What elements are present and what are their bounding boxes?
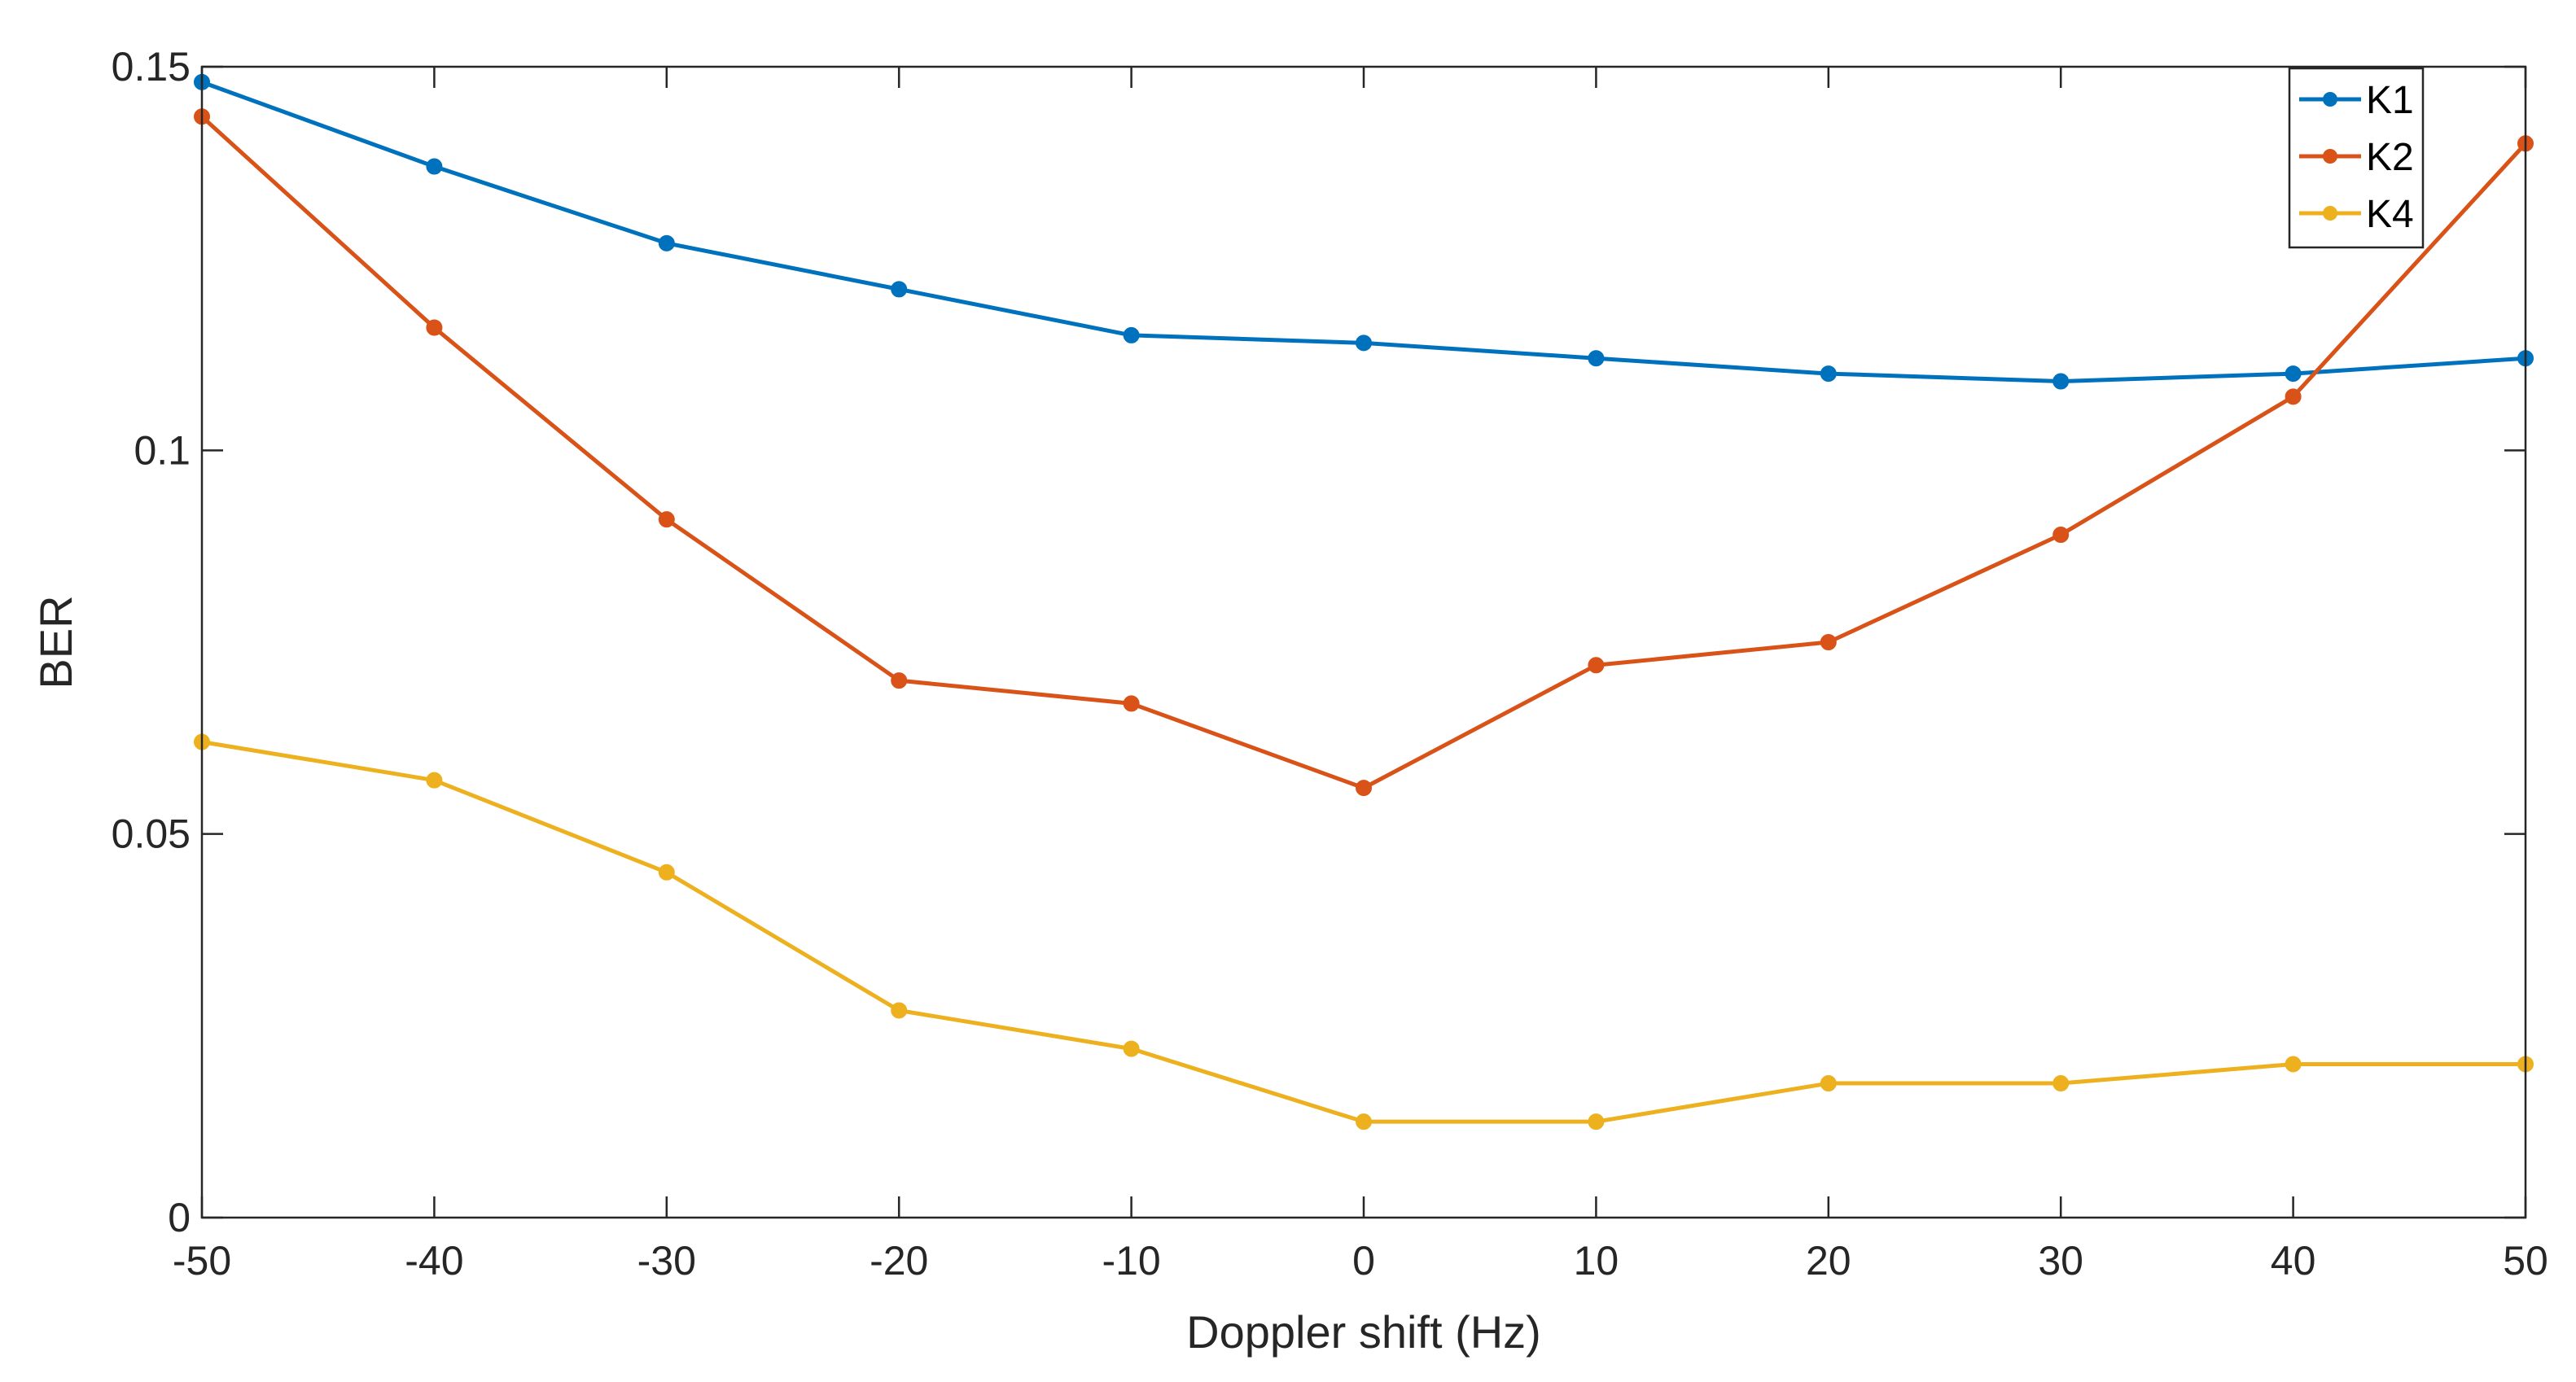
data-point-k2 bbox=[891, 672, 908, 689]
data-point-k1 bbox=[2285, 365, 2302, 383]
x-tick-label: -10 bbox=[1102, 1238, 1160, 1284]
data-point-k4 bbox=[2285, 1056, 2302, 1073]
data-point-k1 bbox=[426, 158, 443, 175]
data-point-k1 bbox=[1123, 326, 1140, 343]
data-point-k1 bbox=[1588, 350, 1605, 367]
data-point-k1 bbox=[1820, 365, 1837, 383]
series-layer bbox=[194, 73, 2534, 1131]
data-point-k2 bbox=[1588, 657, 1605, 674]
x-tick-label: 10 bbox=[1574, 1238, 1619, 1284]
x-tick-label: 20 bbox=[1806, 1238, 1851, 1284]
x-tick-label: -50 bbox=[173, 1238, 231, 1284]
x-tick-label: 50 bbox=[2503, 1238, 2548, 1284]
x-tick-label: 30 bbox=[2038, 1238, 2083, 1284]
legend-item-k4: K4 bbox=[2299, 193, 2414, 236]
y-axis-ticks: 0 0.05 0.1 0.15 bbox=[112, 44, 2526, 1240]
data-point-k4 bbox=[891, 1002, 908, 1019]
data-point-k2 bbox=[1820, 634, 1837, 650]
x-tick-label: -20 bbox=[870, 1238, 928, 1284]
data-point-k4 bbox=[658, 864, 675, 881]
plot-background bbox=[202, 67, 2526, 1218]
y-tick-label: 0 bbox=[168, 1195, 191, 1240]
data-point-k4 bbox=[2052, 1075, 2070, 1092]
data-point-k2 bbox=[1123, 695, 1140, 712]
data-point-k2 bbox=[2052, 527, 2070, 544]
data-point-k1 bbox=[2052, 373, 2070, 390]
x-tick-label: -40 bbox=[405, 1238, 463, 1284]
x-tick-label: 0 bbox=[1352, 1238, 1375, 1284]
data-point-k1 bbox=[891, 281, 908, 298]
legend-marker-swatch bbox=[2323, 92, 2337, 107]
data-point-k2 bbox=[426, 319, 443, 336]
legend-item-k1: K1 bbox=[2299, 79, 2414, 122]
y-tick-label: 0.1 bbox=[134, 427, 191, 473]
data-point-k4 bbox=[1588, 1113, 1605, 1131]
data-point-k4 bbox=[1356, 1113, 1372, 1131]
y-tick-label: 0.15 bbox=[112, 44, 191, 90]
legend-label: K1 bbox=[2366, 79, 2414, 122]
data-point-k1 bbox=[1356, 335, 1372, 352]
data-point-k2 bbox=[1356, 780, 1372, 797]
data-point-k4 bbox=[1123, 1040, 1140, 1057]
data-point-k4 bbox=[1820, 1075, 1837, 1092]
data-point-k2 bbox=[658, 511, 675, 528]
data-point-k2 bbox=[2285, 388, 2302, 405]
data-point-k4 bbox=[426, 772, 443, 789]
x-tick-label: 40 bbox=[2271, 1238, 2316, 1284]
legend-item-k2: K2 bbox=[2299, 136, 2414, 179]
x-axis-title: Doppler shift (Hz) bbox=[1186, 1306, 1541, 1358]
x-axis-ticks: -50 -40 -30 -20 -10 0 10 20 30 40 50 bbox=[173, 67, 2548, 1284]
x-tick-label: -30 bbox=[637, 1238, 696, 1284]
y-axis-title: BER bbox=[30, 595, 81, 689]
legend-marker-swatch bbox=[2323, 149, 2337, 164]
legend: K1 K2 K4 bbox=[2288, 67, 2425, 249]
legend-label: K2 bbox=[2366, 136, 2414, 179]
y-tick-label: 0.05 bbox=[112, 811, 191, 857]
data-point-k1 bbox=[658, 234, 675, 251]
plot-area bbox=[202, 67, 2526, 1218]
legend-marker-swatch bbox=[2323, 206, 2337, 221]
legend-label: K4 bbox=[2366, 193, 2414, 236]
series-k1 bbox=[194, 73, 2534, 390]
